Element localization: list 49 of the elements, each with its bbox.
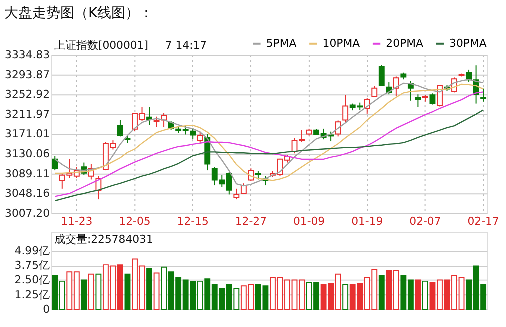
- annotation: 成交量:225784031: [54, 233, 154, 246]
- candlestick: [118, 120, 124, 138]
- x-tick-label: 02-07: [410, 214, 442, 228]
- x-tick-label: 12-15: [177, 214, 209, 228]
- y-tick-label: 3.75亿: [14, 259, 50, 272]
- bar: [81, 280, 88, 310]
- bar: [422, 280, 428, 310]
- x-tick-label: 01-09: [293, 214, 326, 228]
- x-tick-label: 01-19: [352, 214, 384, 228]
- y-tick-label: 3007.20: [5, 206, 50, 220]
- legend-label: 30PMA: [450, 36, 488, 50]
- y-tick-label: 3211.97: [5, 108, 50, 121]
- candlestick: [480, 88, 487, 102]
- y-tick-label: 2.50亿: [14, 274, 50, 287]
- x-tick-label: 02-17: [468, 214, 500, 228]
- candlestick: [234, 188, 240, 200]
- y-tick-label: 4.99亿: [14, 244, 50, 258]
- candlestick: [378, 64, 385, 87]
- text: 7 14:17: [165, 39, 208, 52]
- candlestick: [52, 156, 58, 172]
- y-tick-label: 3048.16: [5, 187, 50, 200]
- candlestick: [372, 86, 378, 98]
- y-tick-label: 1.25亿: [14, 288, 50, 302]
- bar: [415, 280, 422, 310]
- bar: [124, 274, 131, 310]
- text: 上证指数[000001]: [54, 39, 148, 52]
- chart-title: 大盘走势图（K线图）：: [4, 5, 154, 22]
- legend-label: 20PMA: [386, 36, 424, 50]
- y-tick-label: 3171.01: [5, 128, 50, 141]
- candlestick: [430, 93, 436, 106]
- candlestick: [335, 120, 342, 138]
- candlestick: [415, 94, 422, 108]
- candlestick: [154, 116, 160, 128]
- y-tick-label: 3089.11: [5, 167, 50, 180]
- y-tick-label: 0: [43, 302, 50, 316]
- y-tick-label: 3130.06: [5, 148, 50, 161]
- y-tick-label: 3293.87: [5, 68, 50, 82]
- candlestick: [393, 76, 400, 98]
- y-tick-label: 3252.92: [5, 88, 50, 102]
- x-tick-label: 11-23: [61, 214, 93, 228]
- legend-label: 5PMA: [266, 36, 298, 50]
- x-tick-label: 12-27: [235, 214, 267, 228]
- x-tick-label: 12-05: [119, 214, 151, 228]
- bar: [146, 268, 152, 310]
- bar: [378, 275, 385, 310]
- y-tick-label: 3334.83: [5, 48, 50, 62]
- line-series: [54, 109, 484, 202]
- candlestick: [342, 94, 349, 123]
- legend-label: 10PMA: [322, 36, 361, 50]
